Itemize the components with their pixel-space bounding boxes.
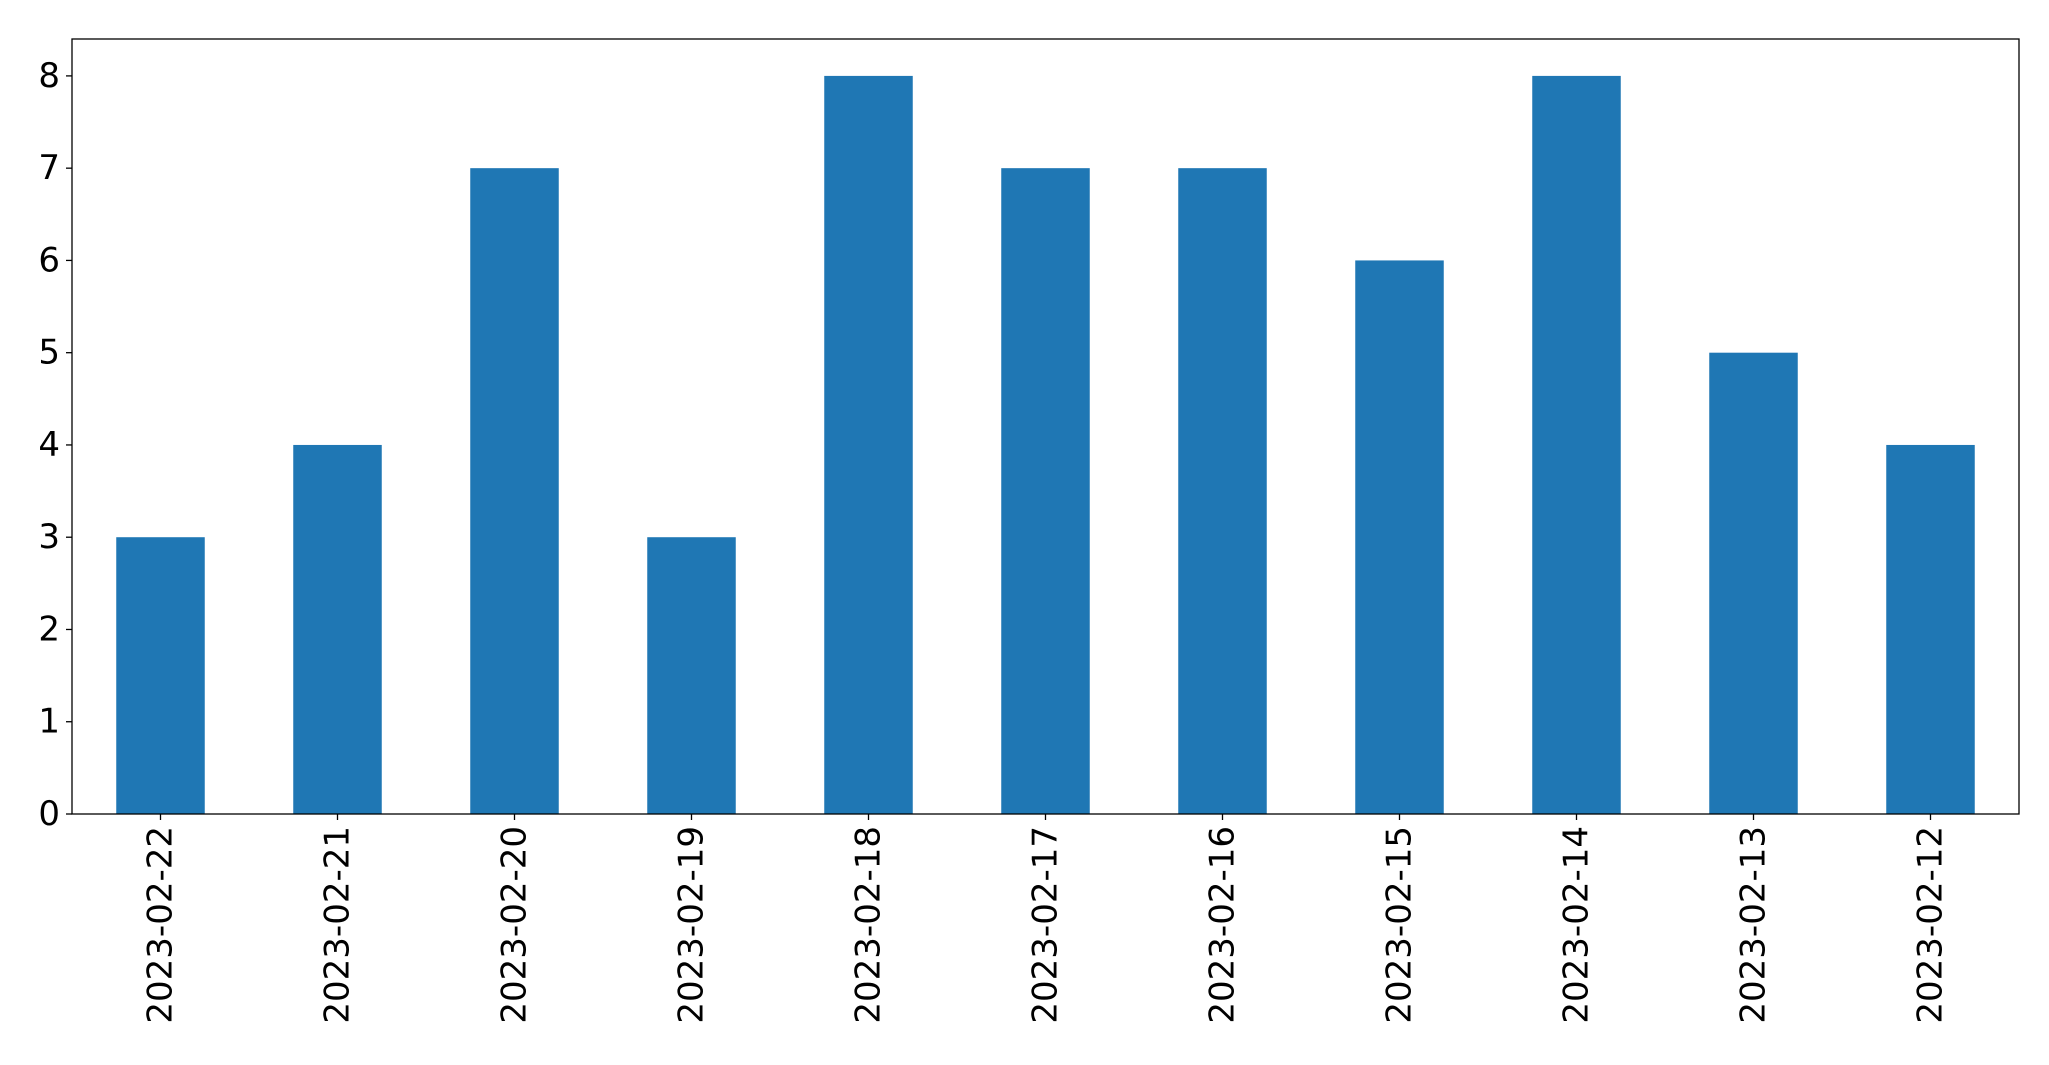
x-tick-label: 2023-02-12 <box>1911 826 1951 1024</box>
bar <box>470 168 559 814</box>
x-tick-label: 2023-02-19 <box>672 826 712 1024</box>
bar <box>647 537 736 814</box>
y-tick-label: 8 <box>38 56 60 96</box>
x-tick-label: 2023-02-17 <box>1026 826 1066 1024</box>
y-tick-label: 3 <box>38 517 60 557</box>
x-tick-label: 2023-02-22 <box>141 826 181 1024</box>
y-tick-label: 6 <box>38 240 60 280</box>
x-tick-label: 2023-02-21 <box>318 826 358 1024</box>
x-tick-label: 2023-02-13 <box>1734 826 1774 1024</box>
bar <box>1709 352 1798 814</box>
x-tick-label: 2023-02-16 <box>1203 826 1243 1024</box>
y-tick-label: 0 <box>38 794 60 834</box>
bar <box>1355 260 1444 814</box>
x-tick-label: 2023-02-15 <box>1380 826 1420 1024</box>
bar <box>1886 444 1975 814</box>
bar <box>293 444 382 814</box>
x-tick-label: 2023-02-14 <box>1557 826 1597 1024</box>
x-tick-label: 2023-02-18 <box>849 826 889 1024</box>
y-tick-label: 4 <box>38 425 60 465</box>
bar <box>116 537 205 814</box>
bar <box>1001 168 1090 814</box>
bar <box>1178 168 1267 814</box>
bar <box>824 75 913 814</box>
y-tick-label: 5 <box>38 333 60 373</box>
axes-frame <box>71 38 2020 815</box>
y-tick-label: 7 <box>38 148 60 188</box>
bar <box>1532 75 1621 814</box>
y-tick-label: 2 <box>38 609 60 649</box>
y-tick-label: 1 <box>38 702 60 742</box>
x-tick-label: 2023-02-20 <box>495 826 535 1024</box>
